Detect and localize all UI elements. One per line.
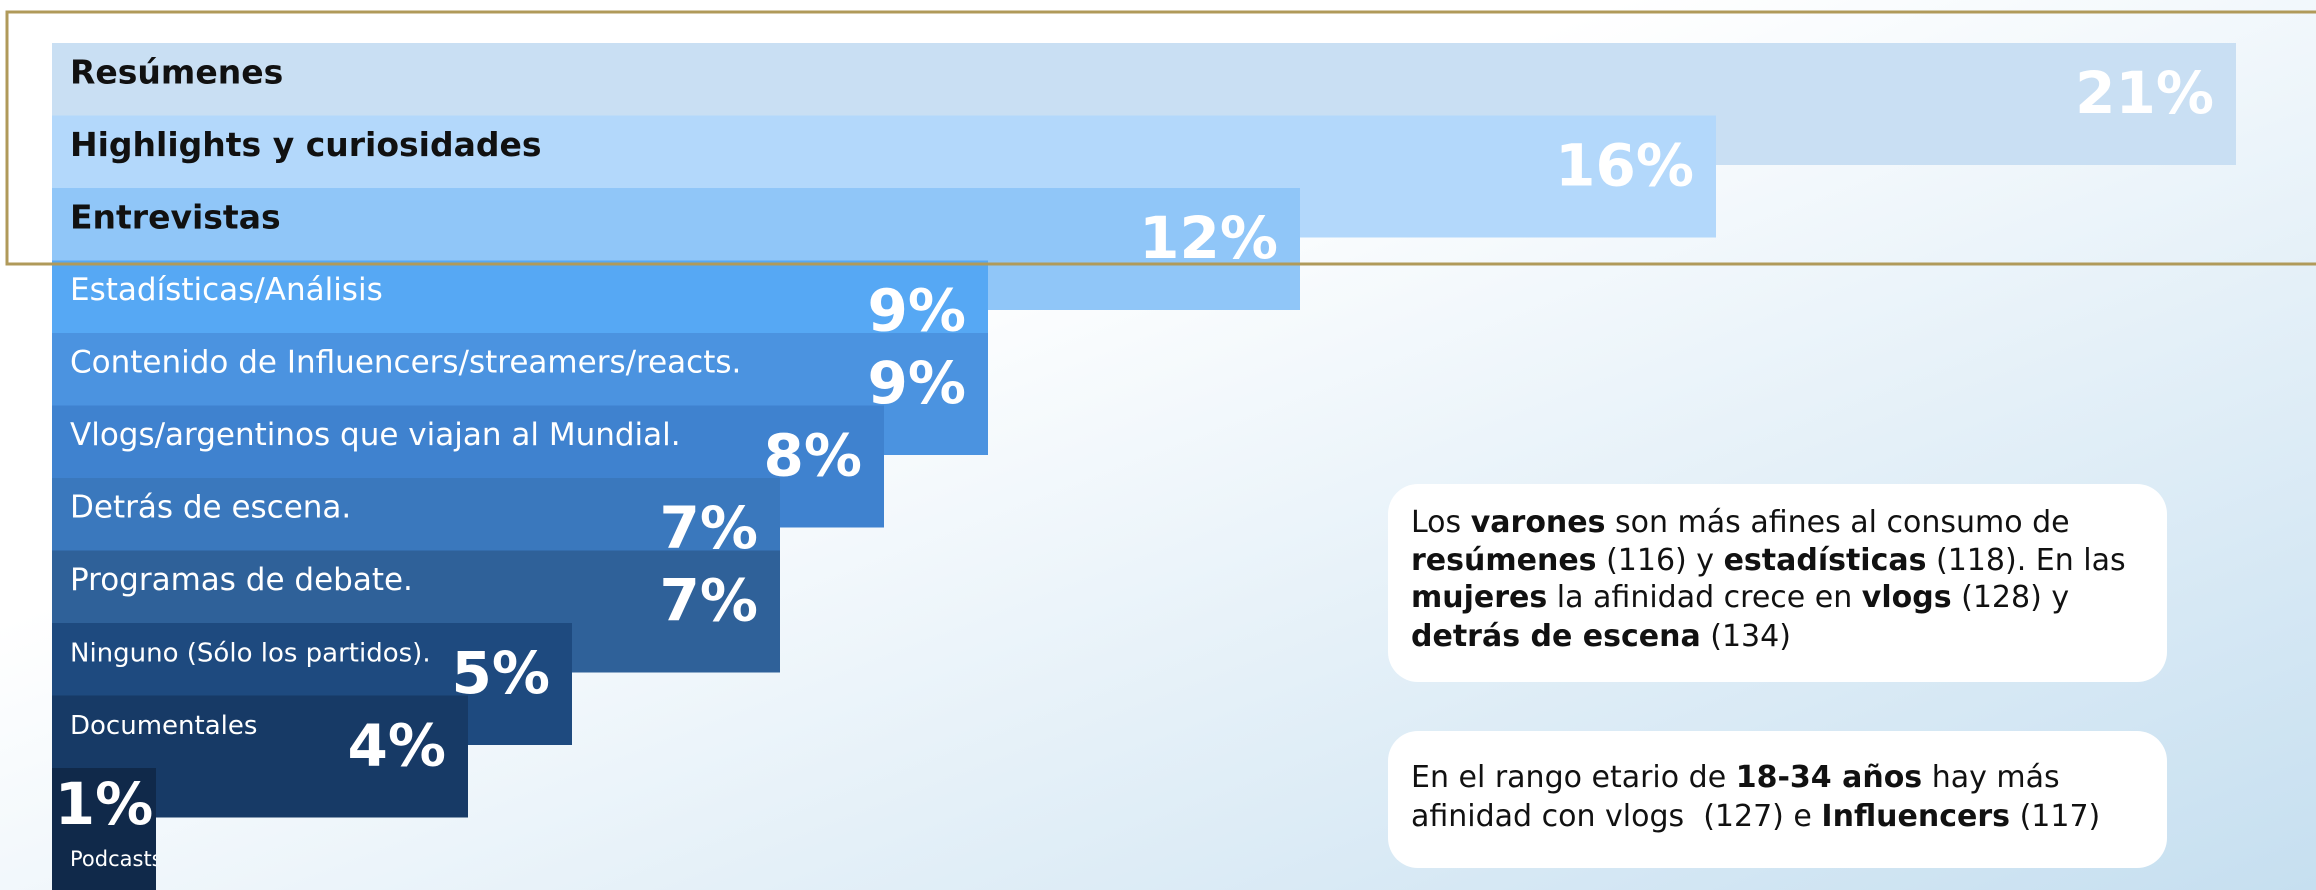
note-line: Los varones son más afines al consumo de <box>1411 505 2070 540</box>
highlight-frame <box>5 10 2316 266</box>
value-label: 7% <box>660 567 758 635</box>
value-label: 21% <box>2075 59 2214 127</box>
note-line: En el rango etario de 18-34 años hay más <box>1411 760 2060 795</box>
note-text: varones <box>1471 505 1606 540</box>
note-text: vlogs <box>1862 580 1952 615</box>
note-text: detrás de escena <box>1411 619 1701 654</box>
note-line: detrás de escena (134) <box>1411 619 1791 654</box>
bar-label: Estadísticas/Análisis <box>70 272 383 308</box>
bar-label: Ninguno (Sólo los partidos). <box>70 639 431 669</box>
bars: Resúmenes 21% Highlights y curiosidades 16%… <box>52 43 2236 890</box>
note-text: son más afines al consumo de <box>1605 505 2069 540</box>
note-text: hay más <box>1922 760 2059 795</box>
bar-label: Detrás de escena. <box>70 490 351 526</box>
bar-label: Resúmenes <box>70 53 283 92</box>
note-line: mujeres la afinidad crece en vlogs (128)… <box>1411 580 2069 615</box>
note-text: mujeres <box>1411 580 1547 615</box>
note-box <box>1388 484 2167 682</box>
note-text: (117) <box>2010 799 2100 834</box>
bar-label: Entrevistas <box>70 198 281 237</box>
bar <box>52 768 156 890</box>
bar-label: Documentales <box>70 711 257 741</box>
value-label: 4% <box>348 712 446 780</box>
note-text: afinidad con vlogs (127) e <box>1411 799 1821 834</box>
value-label: 12% <box>1139 204 1278 272</box>
note-text: estadísticas <box>1724 543 1927 578</box>
note-text: 18-34 años <box>1736 760 1922 795</box>
bar-label: Podcasts <box>70 847 163 871</box>
note-text: resúmenes <box>1411 543 1597 578</box>
note-text: (134) <box>1701 619 1791 654</box>
note-box <box>1388 731 2167 868</box>
value-label: 1% <box>55 770 153 838</box>
note-text: (116) y <box>1597 543 1724 578</box>
bar-label: Highlights y curiosidades <box>70 125 542 164</box>
note-text: (118). En las <box>1926 543 2125 578</box>
note-text: Los <box>1411 505 1471 540</box>
bar-label: Vlogs/argentinos que viajan al Mundial. <box>70 417 681 453</box>
bar-label: Programas de debate. <box>70 562 413 598</box>
notes: Los varones son más afines al consumo de… <box>1411 505 2126 834</box>
value-label: 16% <box>1555 132 1694 200</box>
note-text: (128) y <box>1952 580 2070 615</box>
note-text: la afinidad crece en <box>1547 580 1862 615</box>
note-text: Influencers <box>1821 799 2010 834</box>
note-text: En el rango etario de <box>1411 760 1736 795</box>
note-line: resúmenes (116) y estadísticas (118). En… <box>1411 543 2126 578</box>
bar-label: Contenido de Influencers/streamers/react… <box>70 345 741 381</box>
note-line: afinidad con vlogs (127) e Influencers (… <box>1411 799 2100 834</box>
